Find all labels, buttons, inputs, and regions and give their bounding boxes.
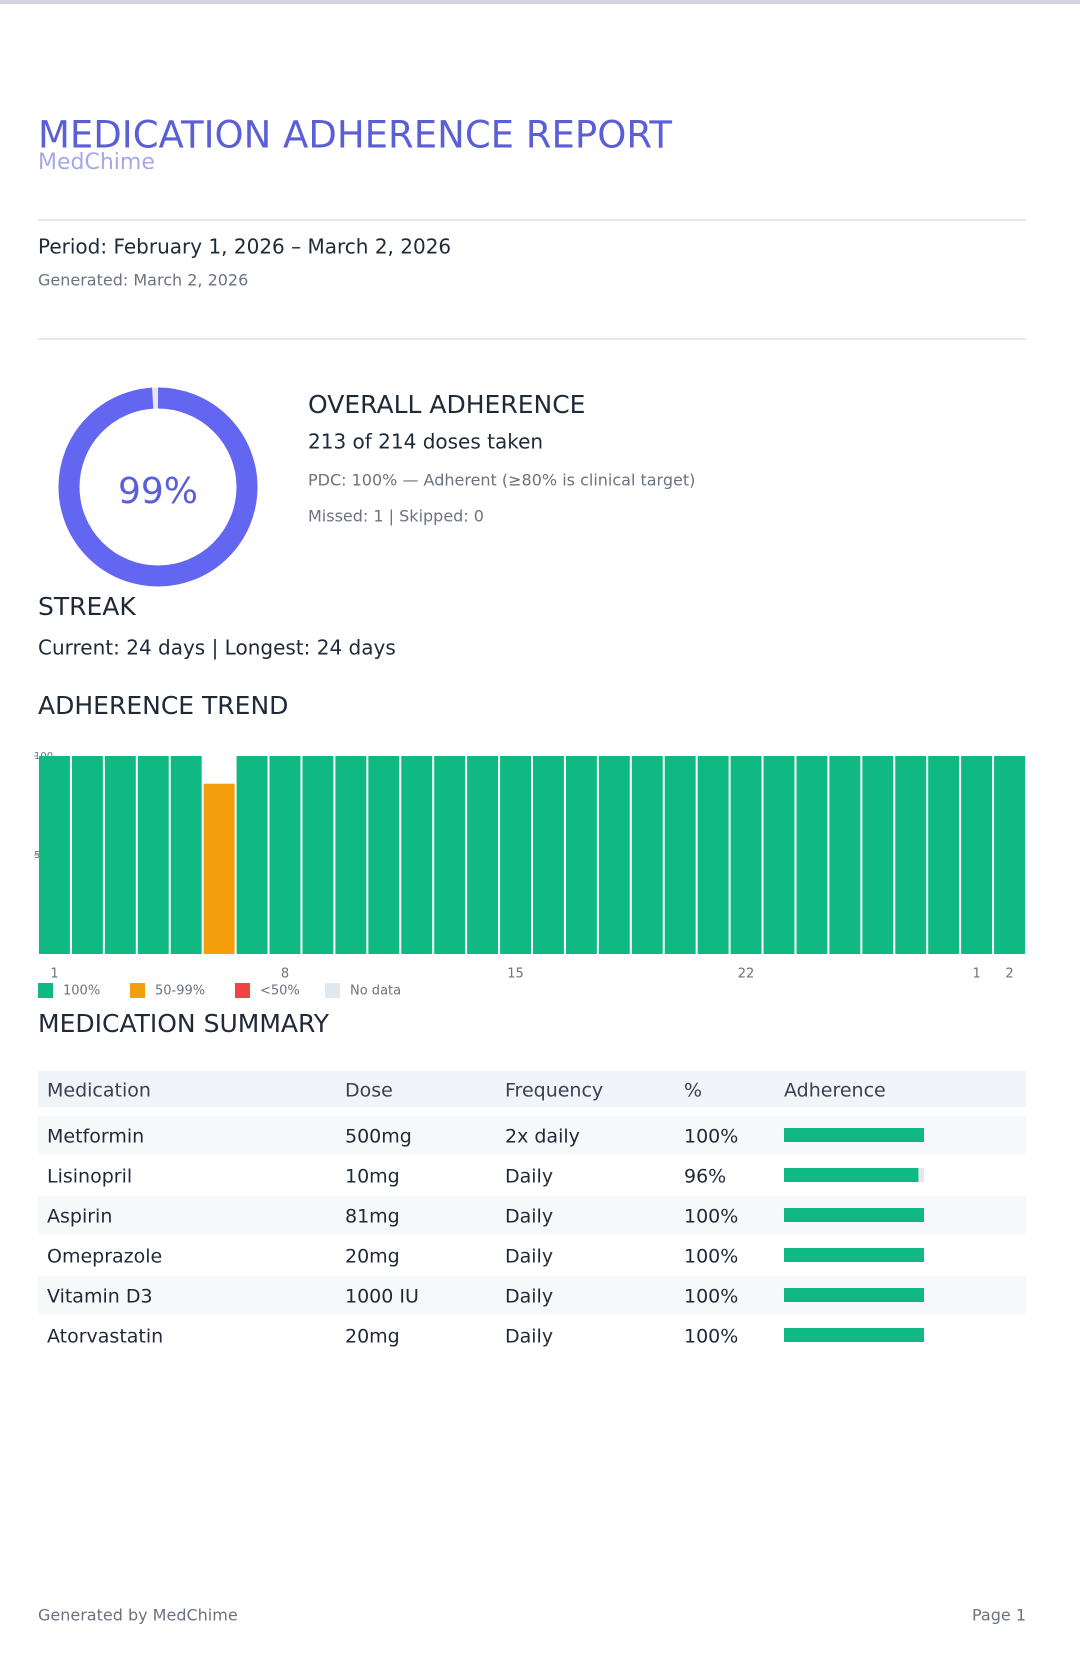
bar [994, 756, 1025, 954]
bar [335, 756, 367, 954]
cell: 100% [684, 1246, 738, 1268]
pdc: PDC: 100% — Adherent (≥80% is clinical t… [308, 471, 695, 490]
title: MEDICATION ADHERENCE REPORT [38, 114, 672, 157]
bar [829, 756, 861, 954]
streak-text: Current: 24 days | Longest: 24 days [38, 636, 396, 660]
bar [664, 756, 696, 954]
bar [961, 756, 993, 954]
column-header: Adherence [784, 1080, 886, 1102]
column-header: Dose [345, 1080, 393, 1102]
x-tick-label: 22 [738, 967, 755, 982]
adherence-bar [784, 1168, 919, 1182]
generated: Generated: March 2, 2026 [38, 271, 248, 290]
bar [895, 756, 927, 954]
cell: 100% [684, 1286, 738, 1308]
summary-heading: MEDICATION SUMMARY [38, 1009, 330, 1038]
bar [928, 756, 960, 954]
bar [598, 756, 630, 954]
cell: 20mg [345, 1326, 400, 1348]
cell: 20mg [345, 1246, 400, 1268]
bar [730, 756, 762, 954]
adherence-bar [784, 1288, 924, 1302]
footer-right: Page 1 [972, 1606, 1026, 1625]
legend-label: <50% [260, 984, 300, 999]
legend-label: No data [350, 984, 401, 999]
x-tick-label: 8 [281, 967, 289, 982]
donut-label: 99% [118, 471, 198, 512]
adherence-bar [784, 1128, 924, 1142]
legend-label: 100% [63, 984, 100, 999]
top-edge [0, 0, 1080, 4]
legend-swatch [130, 983, 145, 998]
cell: 96% [684, 1166, 726, 1188]
bar [467, 756, 499, 954]
bar [71, 756, 103, 954]
bar [104, 756, 136, 954]
bar [500, 756, 531, 954]
bar [236, 756, 268, 954]
bar [401, 756, 433, 954]
column-header: Frequency [505, 1080, 603, 1102]
bar [203, 783, 235, 954]
cell: 2x daily [505, 1126, 580, 1148]
bar [170, 756, 202, 954]
cell: 100% [684, 1326, 738, 1348]
cell: Daily [505, 1246, 553, 1268]
bar [796, 756, 828, 954]
table-header-bg [38, 1071, 1026, 1107]
bar [39, 756, 70, 954]
bar [368, 756, 400, 954]
cell: Daily [505, 1326, 553, 1348]
period: Period: February 1, 2026 – March 2, 2026 [38, 235, 451, 259]
bar [763, 756, 795, 954]
adherence-bar [784, 1248, 924, 1262]
cell: 81mg [345, 1206, 400, 1228]
bar [434, 756, 466, 954]
streak-heading: STREAK [38, 592, 136, 621]
bar [137, 756, 169, 954]
legend-swatch [38, 983, 53, 998]
legend-swatch [325, 983, 340, 998]
overall-heading: OVERALL ADHERENCE [308, 390, 585, 419]
bar [631, 756, 663, 954]
cell: Atorvastatin [47, 1326, 163, 1348]
cell: Daily [505, 1286, 553, 1308]
trend-heading: ADHERENCE TREND [38, 691, 288, 720]
adherence-bar [784, 1328, 924, 1342]
cell: Daily [505, 1166, 553, 1188]
cell: Aspirin [47, 1206, 112, 1228]
x-tick-label: 1 [972, 967, 980, 982]
legend-label: 50-99% [155, 984, 205, 999]
donut-arc [58, 387, 258, 587]
cell: 1000 IU [345, 1286, 419, 1308]
legend-swatch [235, 983, 250, 998]
bar [269, 756, 301, 954]
column-header: % [684, 1080, 702, 1102]
cell: 100% [684, 1126, 738, 1148]
cell: Daily [505, 1206, 553, 1228]
bar [302, 756, 334, 954]
adherence-bar [784, 1208, 924, 1222]
cell: 10mg [345, 1166, 400, 1188]
bar [533, 756, 564, 954]
doses: 213 of 214 doses taken [308, 430, 543, 454]
cell: 500mg [345, 1126, 412, 1148]
cell: Omeprazole [47, 1246, 162, 1268]
bar [565, 756, 597, 954]
cell: Metformin [47, 1126, 144, 1148]
brand: MedChime [38, 150, 155, 175]
missed: Missed: 1 | Skipped: 0 [308, 507, 484, 526]
cell: Vitamin D3 [47, 1286, 153, 1308]
cell: 100% [684, 1206, 738, 1228]
x-tick-label: 1 [50, 967, 58, 982]
column-header: Medication [47, 1080, 151, 1102]
x-tick-label: 15 [507, 967, 524, 982]
footer-left: Generated by MedChime [38, 1606, 238, 1625]
bar [697, 756, 729, 954]
bar [862, 756, 894, 954]
x-tick-label: 2 [1005, 967, 1013, 982]
cell: Lisinopril [47, 1166, 132, 1188]
